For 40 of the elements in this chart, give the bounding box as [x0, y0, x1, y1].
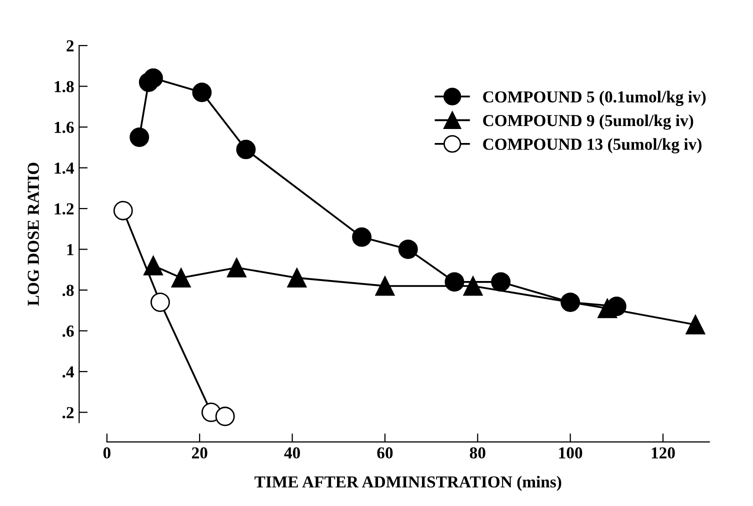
point	[686, 314, 706, 334]
y-tick-label: .8	[62, 284, 74, 296]
y-tick-label: 1.4	[54, 162, 74, 174]
point	[287, 268, 307, 288]
x-tick-label: 60	[377, 447, 393, 459]
legend-label: COMPOUND 5 (0.1umol/kg iv)	[483, 90, 706, 106]
point	[130, 128, 150, 147]
point	[171, 268, 191, 288]
point	[491, 272, 511, 292]
y-axis-title: LOG DOSE RATIO	[28, 162, 39, 306]
point	[463, 276, 483, 296]
point	[226, 258, 246, 278]
point	[150, 292, 170, 312]
point	[144, 256, 163, 276]
point	[352, 227, 372, 247]
legend-label: COMPOUND 9 (5umol/kg iv)	[483, 114, 694, 130]
x-axis-title: TIME AFTER ADMINISTRATION (mins)	[254, 476, 562, 491]
y-tick-label: .2	[62, 407, 74, 418]
point	[598, 298, 618, 318]
y-tick-label: 1	[67, 244, 74, 256]
point	[236, 140, 256, 160]
point	[192, 82, 212, 102]
point	[398, 240, 418, 260]
y-tick-label: 2	[66, 40, 74, 52]
x-tick-label: 80	[470, 447, 486, 459]
point	[215, 406, 235, 426]
legend-label: COMPOUND 13 (5umol/kg iv)	[483, 138, 702, 154]
y-tick-label: 1.8	[54, 80, 74, 92]
y-tick-label: 1.2	[54, 203, 74, 215]
x-tick-label: 120	[652, 447, 675, 459]
x-tick-label: 20	[192, 447, 208, 459]
x-tick-label: 100	[559, 447, 582, 459]
point	[375, 276, 395, 296]
x-tick-label: 40	[284, 447, 300, 459]
point	[144, 68, 163, 88]
point	[113, 200, 133, 220]
y-tick-label: .4	[62, 366, 74, 378]
x-tick-label: 0	[103, 447, 110, 459]
y-tick-label: 1.6	[54, 122, 74, 134]
y-tick-label: .6	[62, 326, 74, 337]
